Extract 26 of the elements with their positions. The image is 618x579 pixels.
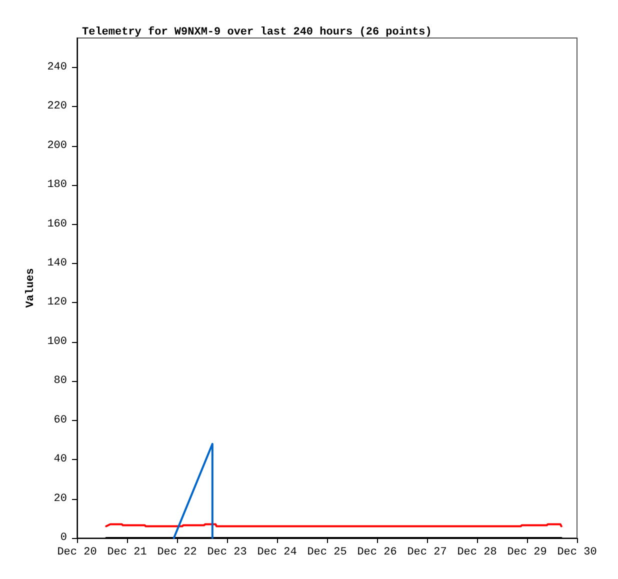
y-tick-label: 100 (47, 336, 67, 348)
x-tick-label: Dec 22 (157, 546, 197, 558)
x-tick-label: Dec 25 (307, 546, 347, 558)
y-tick-label: 80 (54, 375, 67, 388)
x-tick-label: Dec 30 (557, 546, 597, 558)
y-axis-title: Values (24, 268, 37, 308)
x-tick-label: Dec 20 (57, 546, 97, 558)
x-tick-label: Dec 28 (457, 546, 497, 558)
y-tick-label: 20 (54, 492, 67, 505)
y-tick-label: 200 (47, 140, 67, 152)
y-tick-label: 140 (47, 257, 67, 270)
y-tick-label: 0 (60, 532, 67, 544)
y-tick-label: 180 (47, 179, 67, 192)
x-tick-label: Dec 24 (257, 546, 298, 558)
x-tick-label: Dec 21 (107, 546, 148, 558)
y-tick-label: 160 (47, 218, 67, 230)
y-tick-label: 40 (54, 454, 67, 466)
chart-title: Telemetry for W9NXM-9 over last 240 hours (26 points) (82, 26, 432, 38)
x-tick-label: Dec 23 (207, 546, 247, 558)
x-tick-label: Dec 29 (507, 546, 547, 558)
x-tick-label: Dec 26 (357, 546, 397, 558)
y-tick-label: 220 (47, 100, 67, 113)
y-tick-label: 60 (54, 414, 67, 426)
y-tick-label: 120 (47, 296, 67, 309)
x-tick-label: Dec 27 (407, 546, 447, 558)
y-tick-label: 240 (47, 61, 67, 74)
